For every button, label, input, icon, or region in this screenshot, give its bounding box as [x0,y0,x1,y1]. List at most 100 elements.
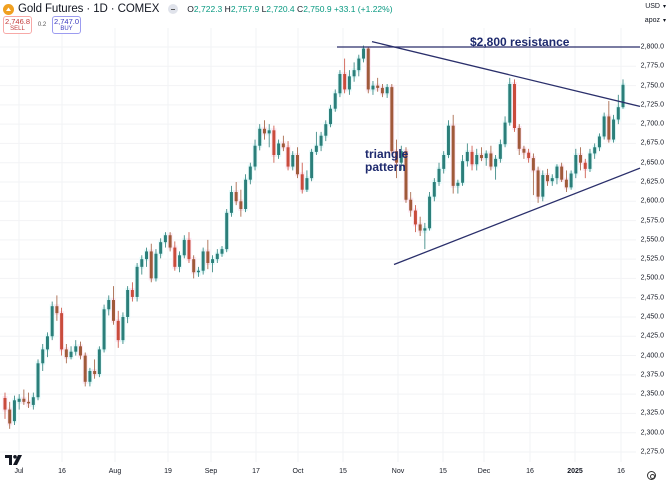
candle [2,392,8,419]
collapse-icon[interactable] [168,4,179,14]
candle [384,84,390,98]
candle [261,120,267,140]
price-tick-label: 2,350.0 [640,390,664,398]
candle [309,148,315,182]
time-tick-label: 15 [339,468,347,475]
candle [337,70,343,98]
price-tick-label: 2,400.0 [640,352,664,360]
candle [563,170,569,193]
candle [530,153,536,196]
trendline-lower[interactable] [393,167,641,266]
candle [545,168,551,186]
candle [21,389,27,405]
unit-select[interactable]: apoz ▾ [645,17,666,24]
candle [611,114,617,143]
candle [63,343,69,364]
candle [582,158,588,179]
candle [111,286,117,325]
ohlc-values: O2,722.3 H2,757.9 L2,720.4 C2,750.9 +33.… [187,4,392,14]
candle [455,179,461,194]
candle [474,148,480,171]
sell-price: 2,746.8 [4,17,31,26]
candle [271,125,277,163]
candle [7,401,13,429]
candle [554,164,560,185]
currency-label: USD [645,3,660,10]
candle [120,312,126,344]
candle [587,148,593,172]
trendline-upper[interactable] [371,40,641,108]
low-value: 2,720.4 [266,4,295,14]
candle [294,147,300,179]
candle [210,255,216,273]
candle [26,392,32,409]
candle [483,150,489,166]
trade-panel: 2,746.8 SELL 0.2 2,747.0 BUY [3,16,81,34]
candle [101,304,107,353]
candle [450,114,456,194]
candle [521,145,527,159]
price-tick-label: 2,675.0 [640,139,664,147]
change-value: +33.1 (+1.22%) [333,4,393,14]
chevron-down-icon: ▾ [662,18,666,24]
candle [276,139,282,159]
price-tick-label: 2,600.0 [640,197,664,205]
symbol-title[interactable]: Gold Futures · 1D · COMEX [18,3,160,15]
time-tick-label: 2025 [567,468,583,475]
time-tick-label: 17 [252,468,260,475]
price-tick-label: 2,750.0 [640,82,664,90]
candle [238,189,244,217]
candle [596,133,602,152]
candle [417,216,423,236]
triangle-annotation-line1: triangle [365,147,409,161]
candle [535,166,541,203]
price-tick-label: 2,725.0 [640,101,664,109]
time-tick-label: Oct [292,468,304,475]
candle [158,238,164,259]
candle [96,346,102,378]
sell-button[interactable]: 2,746.8 SELL [3,16,32,34]
currency-select[interactable]: USD ▾ [645,3,666,10]
close-value: 2,750.9 [303,4,332,14]
time-tick-label: Dec [477,468,491,475]
price-tick-label: 2,300.0 [640,429,664,437]
candle [507,77,513,126]
settings-icon[interactable] [647,471,656,480]
open-label: O [187,4,194,14]
candle [620,79,626,110]
candle [299,162,305,194]
candle [172,241,178,271]
candle [191,255,197,279]
candle [200,247,206,275]
high-value: 2,757.9 [230,4,260,14]
candle [11,395,17,425]
candle [167,232,173,252]
candle [422,222,428,250]
candle [162,232,168,248]
candle [148,243,154,283]
buy-button[interactable]: 2,747.0 BUY [52,16,81,34]
tradingview-logo-icon[interactable] [5,452,23,470]
candle [115,310,121,348]
time-tick-label: 16 [526,468,534,475]
candle [389,84,395,155]
open-value: 2,722.3 [193,4,223,14]
candle [186,232,192,263]
candle [497,139,503,163]
candle [30,392,36,410]
candle [177,251,183,273]
buy-label: BUY [60,25,73,32]
candle [361,45,367,63]
candle [129,282,135,302]
candle [214,249,220,263]
chevron-down-icon: ▾ [662,4,666,10]
time-tick-label: 19 [164,468,172,475]
candle [318,131,324,152]
candle [342,58,348,94]
candle [375,77,381,92]
candle [549,174,555,186]
candle [412,205,418,233]
price-tick-label: 2,325.0 [640,409,664,417]
price-tick-label: 2,775.0 [640,62,664,70]
